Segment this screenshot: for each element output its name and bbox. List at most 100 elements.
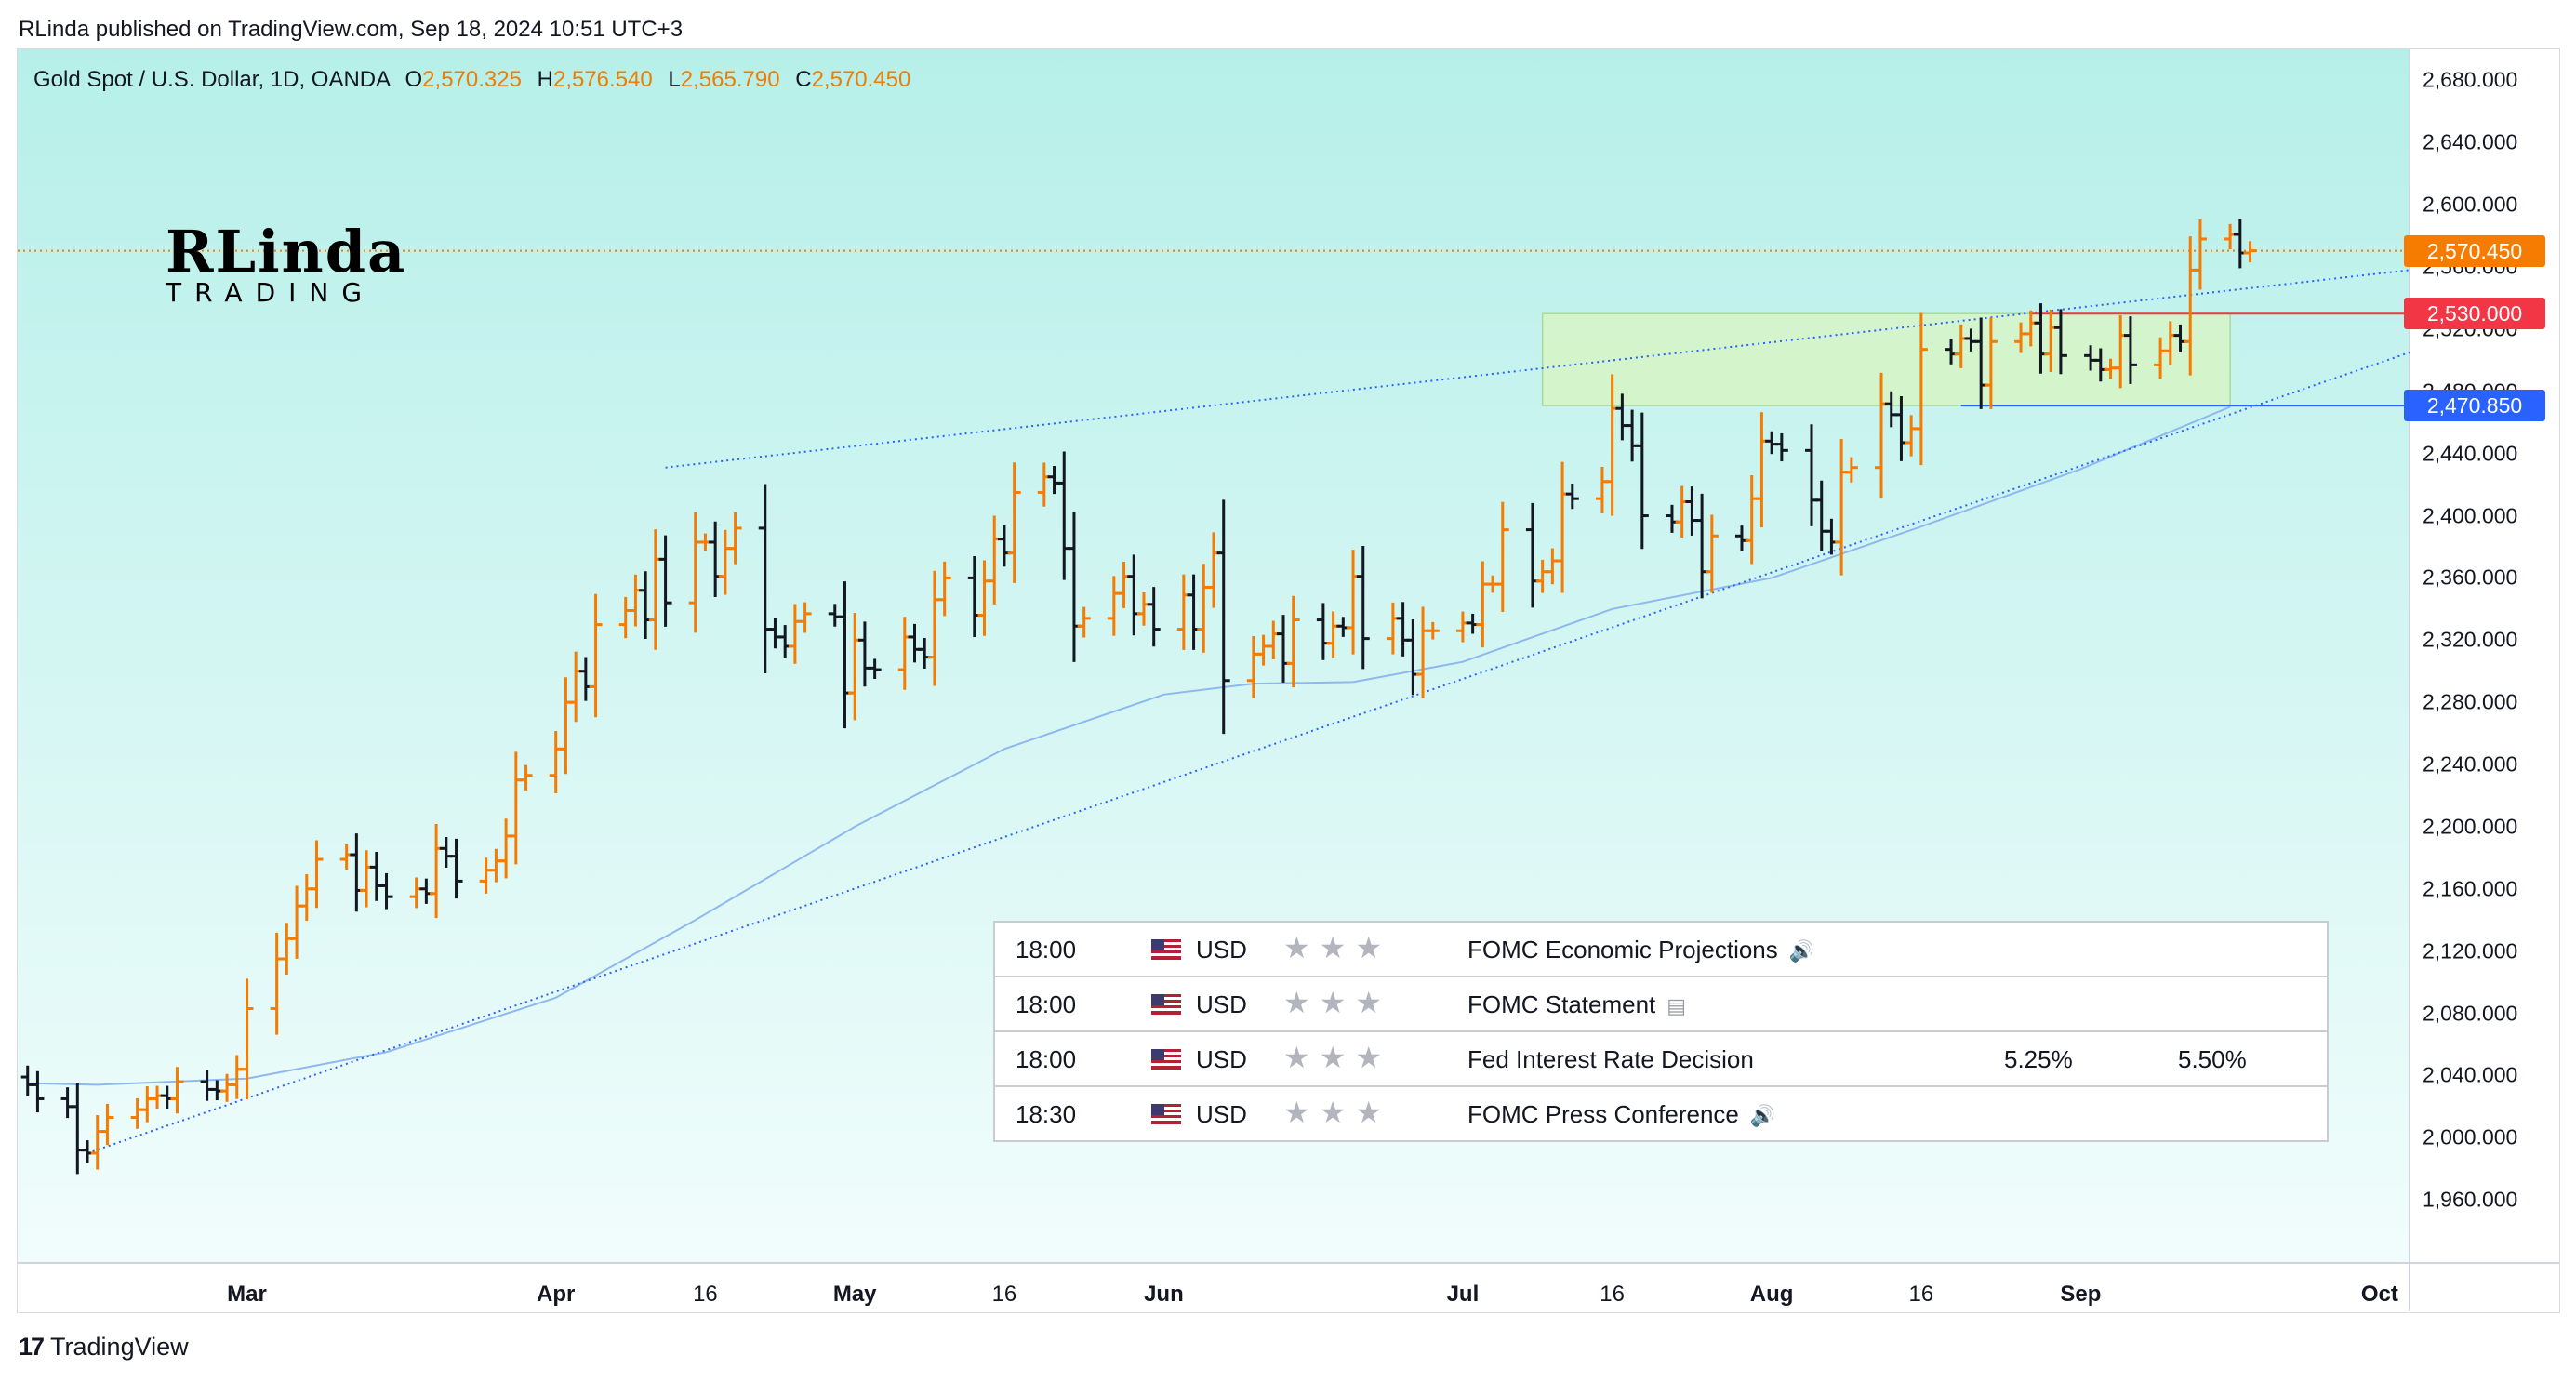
event-row[interactable]: 18:30 USD ★★★ FOMC Press Conference 🔊: [995, 1087, 2327, 1140]
event-row[interactable]: 18:00 USD ★★★ Fed Interest Rate Decision…: [995, 1032, 2327, 1087]
price-tag: 2,570.450: [2404, 234, 2545, 267]
price-axis-label: 2,000.000: [2423, 1124, 2518, 1149]
event-currency: USD: [1196, 990, 1247, 1018]
event-time: 18:30: [1016, 1100, 1077, 1128]
time-axis-label: 16: [991, 1282, 1017, 1307]
event-name: FOMC Press Conference 🔊: [1467, 1100, 1775, 1129]
ohlc-bar: [170, 1067, 184, 1114]
event-currency: USD: [1196, 1045, 1247, 1073]
price-axis-label: 2,040.000: [2423, 1062, 2518, 1087]
price-axis-label: 2,600.000: [2423, 192, 2518, 217]
price-tag: 2,530.000: [2404, 298, 2545, 330]
ohlc-bar: [2123, 316, 2137, 384]
low-label: L: [668, 67, 681, 92]
us-flag-icon: [1151, 939, 1181, 960]
ohlc-bar: [1007, 462, 1021, 583]
symbol-title[interactable]: Gold Spot / U.S. Dollar, 1D, OANDA: [33, 67, 390, 92]
tradingview-footer[interactable]: 17 TradingView: [19, 1333, 189, 1362]
importance-stars-icon: ★★★: [1283, 1041, 1392, 1074]
time-axis-label: Jun: [1144, 1282, 1184, 1307]
ohlc-bar: [2243, 241, 2257, 263]
time-axis-label: 16: [1908, 1282, 1934, 1307]
ohlc-bar: [1844, 457, 1858, 483]
ohlc-bar: [1705, 514, 1719, 593]
ohlc-bar: [798, 602, 812, 633]
tradingview-brand: TradingView: [50, 1333, 189, 1361]
ohlc-bar: [2053, 309, 2067, 375]
ohlc-bar: [1774, 432, 1788, 462]
ohlc-bar: [310, 840, 324, 909]
event-title: FOMC Press Conference: [1467, 1100, 1739, 1128]
ohlc-bar: [100, 1103, 114, 1146]
price-axis-label: 2,320.000: [2423, 627, 2518, 652]
speaker-icon[interactable]: 🔊: [1788, 939, 1815, 963]
price-axis-label: 2,400.000: [2423, 503, 2518, 528]
us-flag-icon: [1151, 1049, 1181, 1070]
ohlc-bar: [1635, 412, 1649, 550]
us-flag-icon: [1151, 994, 1181, 1015]
event-currency: USD: [1196, 1100, 1247, 1128]
document-icon[interactable]: ▤: [1666, 994, 1687, 1017]
ohlc-bar: [2193, 219, 2207, 290]
price-axis-label: 1,960.000: [2423, 1187, 2518, 1212]
time-axis-label: Apr: [537, 1282, 576, 1307]
event-time: 18:00: [1016, 936, 1077, 963]
time-axis-label: Oct: [2360, 1282, 2398, 1307]
event-time: 18:00: [1016, 990, 1077, 1018]
chart-legend: Gold Spot / U.S. Dollar, 1D, OANDA O2,57…: [33, 67, 910, 93]
ohlc-bar: [1914, 312, 1928, 466]
ohlc-bar: [1495, 501, 1509, 612]
time-axis-label: May: [832, 1282, 877, 1307]
importance-stars-icon: ★★★: [1283, 1096, 1392, 1129]
ohlc-bar: [1147, 587, 1161, 647]
moving-average-line: [27, 405, 2231, 1086]
price-tag: 2,470.850: [2404, 390, 2545, 422]
ohlc-bar: [1565, 484, 1579, 510]
event-title: Fed Interest Rate Decision: [1467, 1045, 1754, 1073]
trendline-1: [86, 352, 2410, 1154]
open-label: O: [405, 67, 423, 92]
high-value: 2,576.540: [552, 67, 653, 92]
close-label: C: [795, 67, 812, 92]
price-axis-label: 2,240.000: [2423, 751, 2518, 777]
event-row[interactable]: 18:00 USD ★★★ FOMC Economic Projections 🔊: [995, 923, 2327, 977]
rlinda-logo: RLinda TRADING: [166, 218, 407, 309]
event-previous-value: 5.25%: [2004, 1045, 2073, 1073]
event-currency: USD: [1196, 936, 1247, 963]
importance-stars-icon: ★★★: [1283, 931, 1392, 964]
ohlc-bar: [449, 838, 463, 899]
price-axis-label: 2,120.000: [2423, 938, 2518, 963]
speaker-icon[interactable]: 🔊: [1749, 1104, 1776, 1127]
time-axis-label: 16: [1600, 1282, 1626, 1307]
time-axis-label: Jul: [1446, 1282, 1480, 1307]
ohlc-bar: [1077, 606, 1091, 638]
price-axis-label: 2,680.000: [2423, 67, 2518, 92]
ohlc-bar: [1356, 545, 1370, 670]
price-axis-label: 2,360.000: [2423, 565, 2518, 590]
close-value: 2,570.450: [811, 67, 911, 92]
ohlc-bar: [1426, 621, 1440, 640]
time-axis-label: Sep: [2060, 1282, 2102, 1307]
ohlc-bar: [658, 535, 672, 627]
time-axis-label: Mar: [227, 1282, 267, 1307]
ohlc-bar: [1984, 317, 1998, 409]
event-name: FOMC Statement ▤: [1467, 990, 1686, 1019]
ohlc-bar: [1286, 595, 1300, 688]
price-axis-label: 2,160.000: [2423, 876, 2518, 901]
event-title: FOMC Economic Projections: [1467, 936, 1778, 963]
event-forecast-value: 5.50%: [2178, 1045, 2247, 1073]
low-value: 2,565.790: [680, 67, 780, 92]
event-title: FOMC Statement: [1467, 990, 1656, 1018]
us-flag-icon: [1151, 1104, 1181, 1124]
ohlc-bar: [868, 658, 882, 679]
ohlc-bar: [379, 872, 393, 910]
logo-name: RLinda: [166, 218, 407, 286]
event-time: 18:00: [1016, 1045, 1077, 1073]
event-row[interactable]: 18:00 USD ★★★ FOMC Statement ▤: [995, 977, 2327, 1032]
ohlc-bar: [519, 764, 533, 791]
ohlc-bar: [728, 512, 742, 565]
open-value: 2,570.325: [422, 67, 522, 92]
chart-frame[interactable]: [17, 48, 2560, 1313]
logo-sub: TRADING: [166, 277, 376, 308]
